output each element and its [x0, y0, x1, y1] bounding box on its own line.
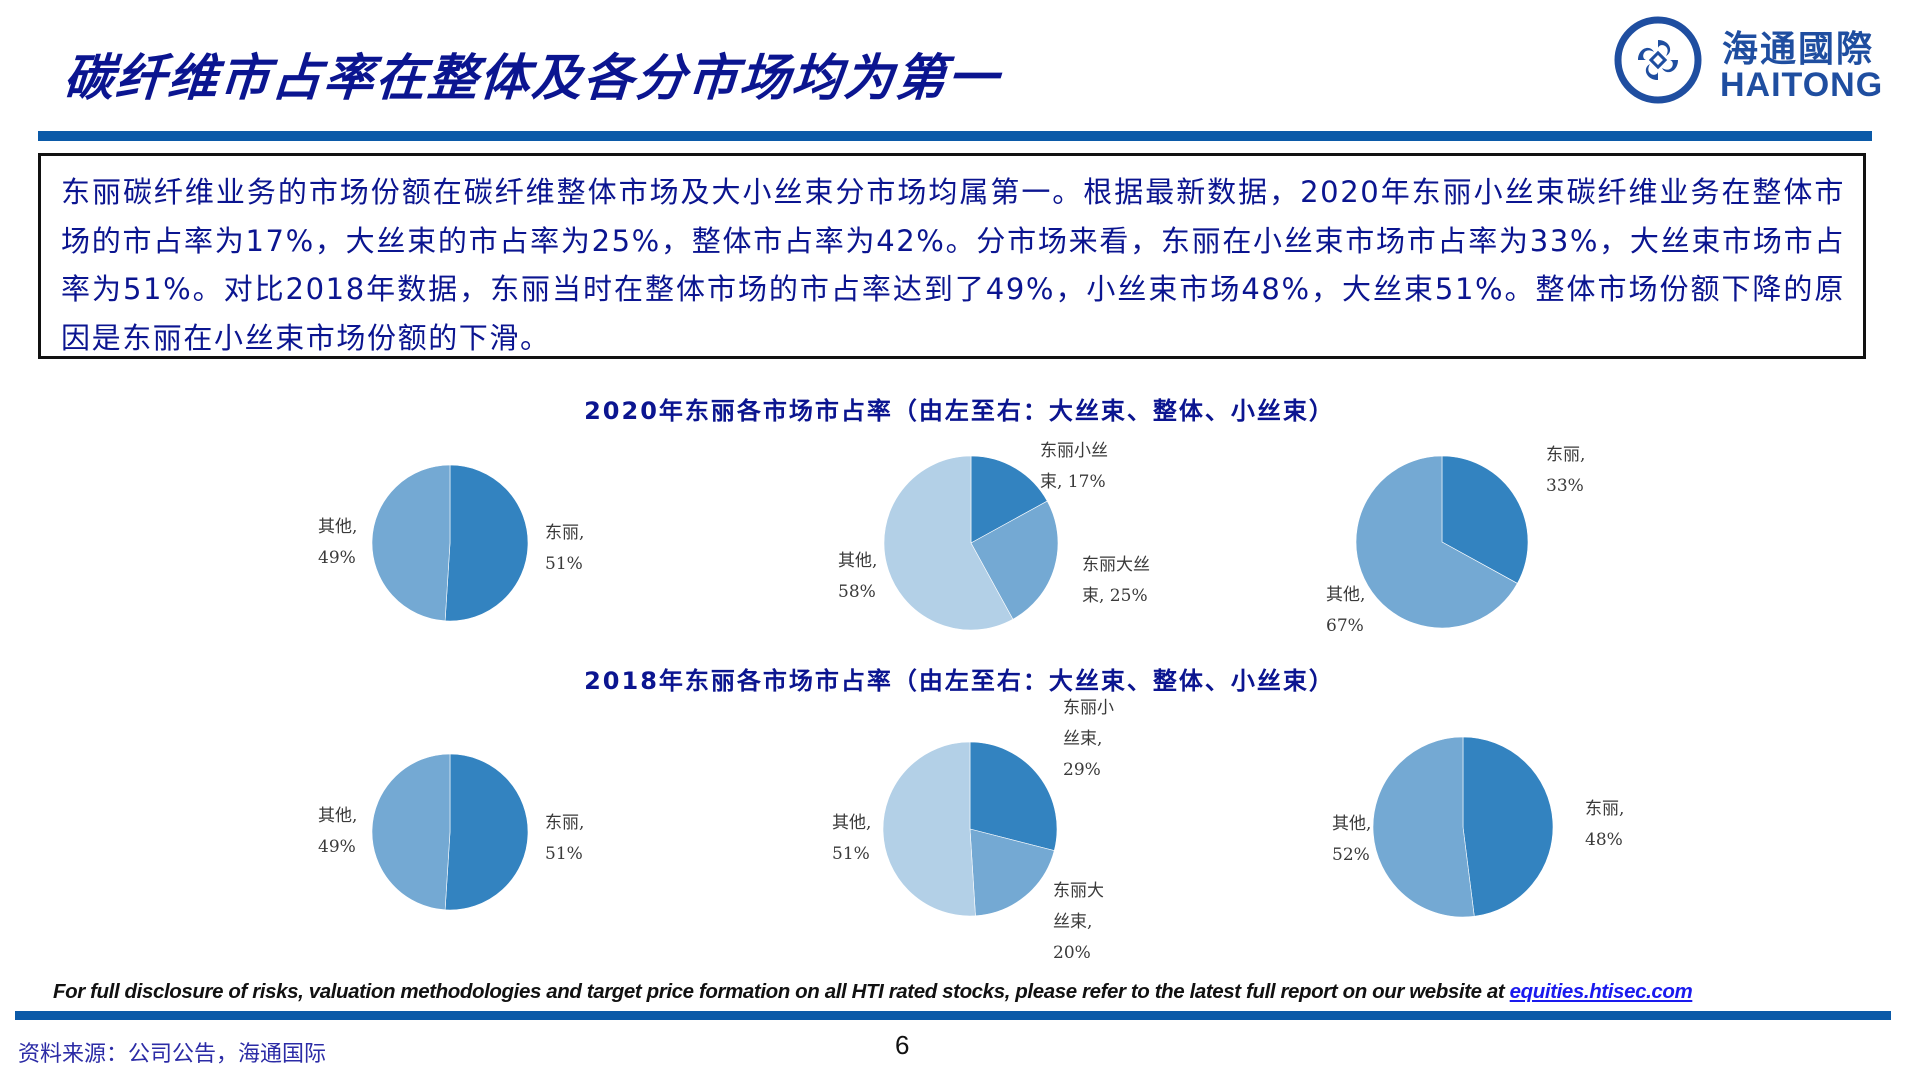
slice-label: 东丽小丝束, 17% [1040, 441, 1108, 492]
source-note: 资料来源：公司公告，海通国际 [18, 1042, 327, 1067]
haitong-logo: 海通國際 HAITONG [1614, 16, 1896, 108]
pie-chart-6: 东丽, 48% 其他, 52% [1332, 736, 1624, 918]
pie-chart-4: 东丽, 51% 其他, 49% [318, 753, 584, 911]
slice-label: 东丽大丝束, 25% [1082, 555, 1150, 606]
pie-slice [371, 753, 451, 911]
pie-slice [882, 741, 976, 917]
slice-label: 东丽, 51% [545, 813, 584, 864]
slice-label: 东丽, 33% [1546, 445, 1585, 496]
slice-label: 东丽, 51% [545, 523, 584, 574]
summary-box: 东丽碳纤维业务的市场份额在碳纤维整体市场及大小丝束分市场均属第一。根据最新数据，… [38, 153, 1866, 359]
pie-chart-3: 东丽, 33% 其他, 67% [1326, 445, 1585, 636]
pie-slice [1372, 736, 1475, 918]
logo-text-en: HAITONG [1720, 66, 1884, 104]
pie-slice [371, 464, 451, 622]
pie-slice [1462, 736, 1554, 917]
slice-label: 其他, 49% [318, 806, 357, 857]
pie-slice [883, 455, 1014, 631]
website-link[interactable]: equities.htisec.com [1509, 980, 1693, 1003]
slice-label: 其他, 52% [1332, 814, 1371, 865]
pie-slice [969, 741, 1058, 852]
pie-chart-2: 东丽小丝束, 17% 东丽大丝束, 25% 其他, 58% [838, 441, 1150, 631]
slice-label: 东丽小丝束, 29% [1063, 698, 1114, 780]
chart-title-2020: 2020年东丽各市场市占率（由左至右：大丝束、整体、小丝束） [584, 397, 1335, 425]
slice-label: 其他, 67% [1326, 585, 1365, 636]
slice-label: 其他, 58% [838, 551, 877, 602]
pie-slice [1355, 455, 1518, 629]
summary-text: 东丽碳纤维业务的市场份额在碳纤维整体市场及大小丝束分市场均属第一。根据最新数据，… [61, 175, 1845, 355]
slice-label: 东丽, 48% [1585, 799, 1624, 850]
pie-chart-5: 东丽小丝束, 29% 东丽大丝束, 20% 其他, 51% [832, 698, 1114, 963]
pie-chart-1: 东丽, 51% 其他, 49% [318, 464, 584, 622]
pie-slice [444, 753, 529, 911]
disclaimer: For full disclosure of risks, valuation … [53, 980, 1693, 1004]
pie-slice [970, 455, 1048, 544]
pie-slice [970, 500, 1059, 620]
footer-divider [15, 1011, 1891, 1020]
haitong-emblem-icon [1614, 16, 1702, 104]
pie-slice [1441, 455, 1529, 584]
header-divider [38, 131, 1872, 141]
chart-title-2018: 2018年东丽各市场市占率（由左至右：大丝束、整体、小丝束） [584, 667, 1335, 695]
pie-slice [969, 828, 1055, 917]
pie-slice [444, 464, 529, 622]
disclaimer-text: For full disclosure of risks, valuation … [53, 980, 1510, 1003]
slice-label: 其他, 51% [832, 813, 871, 864]
logo-text-cn: 海通國際 [1722, 29, 1875, 70]
slice-label: 东丽大丝束, 20% [1053, 881, 1104, 963]
slice-label: 其他, 49% [318, 517, 357, 568]
page-number: 6 [895, 1030, 910, 1060]
